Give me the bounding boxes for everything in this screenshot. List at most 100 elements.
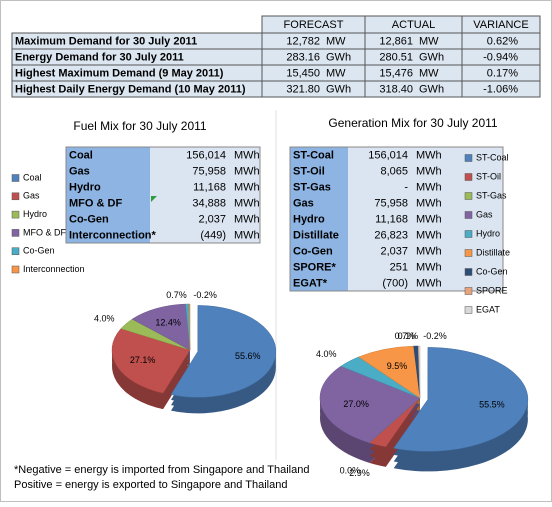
row-label: Energy Demand for 30 July 2011 (15, 51, 184, 63)
slice (393, 347, 529, 452)
legend-swatch (11, 229, 20, 237)
label-cell (290, 147, 348, 163)
actual-unit: MW (419, 67, 439, 79)
row-value: (449) (200, 229, 226, 241)
legend-label: EGAT (476, 304, 500, 314)
actual-unit: GWh (419, 83, 444, 95)
row-unit: MWh (416, 181, 442, 193)
actual-unit: MW (419, 35, 439, 47)
value-cell (150, 195, 260, 211)
row-value: - (404, 181, 408, 193)
row-unit: MWh (234, 149, 260, 161)
forecast-unit: GWh (326, 51, 351, 63)
row-label: Hydro (293, 213, 325, 225)
forecast-value: 283.16 (286, 51, 320, 63)
slice (418, 345, 421, 399)
legend-label: SPORE (476, 285, 508, 295)
slice (131, 303, 191, 351)
row-label: ST-Gas (293, 181, 331, 193)
label-cell (290, 195, 348, 211)
row-value: 156,014 (186, 149, 226, 161)
row-unit: MWh (234, 229, 260, 241)
row-value: 11,168 (375, 213, 408, 225)
value-cell (348, 147, 503, 163)
column-header: VARIANCE (473, 19, 528, 31)
forecast-unit: MW (326, 35, 346, 47)
data-label: 27.0% (343, 399, 369, 409)
row-value: 2,037 (380, 245, 408, 257)
row-label: ST-Coal (293, 149, 334, 161)
row-label: SPORE* (293, 261, 337, 273)
row-unit: MWh (416, 149, 442, 161)
row-unit: MWh (416, 213, 442, 225)
legend-label: Hydro (23, 209, 47, 219)
row-value: 8,065 (380, 165, 408, 177)
legend-label: ST-Coal (476, 152, 509, 162)
footnote: *Negative = energy is imported from Sing… (14, 464, 309, 476)
legend-label: Co-Gen (23, 246, 55, 256)
legend-swatch (11, 174, 20, 182)
variance-value: 0.17% (487, 67, 518, 79)
legend-label: Co-Gen (476, 266, 508, 276)
row-unit: MWh (416, 277, 442, 289)
slice (170, 305, 277, 398)
row-label: ST-Oil (293, 165, 325, 177)
value-cell (150, 163, 260, 179)
legend-swatch (464, 192, 473, 200)
data-label: -0.2% (193, 290, 217, 300)
forecast-value: 12,782 (286, 35, 320, 47)
label-cell (290, 179, 348, 195)
actual-value: 280.51 (379, 51, 413, 63)
row-label: Gas (69, 165, 90, 177)
label-cell (290, 275, 348, 291)
legend-swatch (464, 306, 473, 314)
row-label: Co-Gen (69, 213, 109, 225)
label-cell (290, 227, 348, 243)
row-label: Highest Maximum Demand (9 May 2011) (15, 67, 224, 79)
value-cell (150, 179, 260, 195)
legend-swatch (464, 268, 473, 276)
label-cell (290, 211, 348, 227)
legend-label: Interconnection (23, 264, 85, 274)
column-header: FORECAST (284, 19, 344, 31)
value-cell (348, 163, 503, 179)
label-cell (66, 163, 150, 179)
label-cell (66, 147, 150, 163)
label-cell (290, 163, 348, 179)
label-cell (290, 243, 348, 259)
data-label: 4.0% (94, 313, 115, 323)
row-value: (700) (382, 277, 408, 289)
value-cell (348, 259, 503, 275)
row-label: Hydro (69, 181, 101, 193)
row-value: 34,888 (192, 197, 226, 209)
value-cell (348, 243, 503, 259)
variance-value: 0.62% (487, 35, 518, 47)
label-cell (66, 179, 150, 195)
label-cell (66, 195, 150, 211)
legend-label: Coal (23, 172, 42, 182)
legend-swatch (464, 249, 473, 257)
slice (188, 303, 191, 351)
row-label: EGAT* (293, 277, 328, 289)
value-cell (150, 227, 260, 243)
row-unit: MWh (416, 197, 442, 209)
column-header: ACTUAL (392, 19, 435, 31)
data-label: 0.0% (340, 465, 361, 475)
forecast-unit: GWh (326, 83, 351, 95)
data-label: 12.4% (155, 317, 181, 327)
legend-swatch (11, 210, 20, 219)
data-label: 55.6% (235, 351, 261, 361)
value-cell (150, 147, 260, 163)
data-label: 27.1% (130, 355, 156, 365)
actual-unit: GWh (419, 51, 444, 63)
actual-value: 15,476 (379, 67, 413, 79)
legend-swatch (464, 173, 473, 181)
legend-label: Distillate (476, 247, 510, 257)
row-value: 26,823 (374, 229, 408, 241)
chart-title: Generation Mix for 30 July 2011 (328, 116, 498, 130)
legend-swatch (464, 211, 473, 219)
footnote: Positive = energy is exported to Singapo… (14, 479, 287, 491)
data-label: 2.9% (349, 468, 370, 478)
